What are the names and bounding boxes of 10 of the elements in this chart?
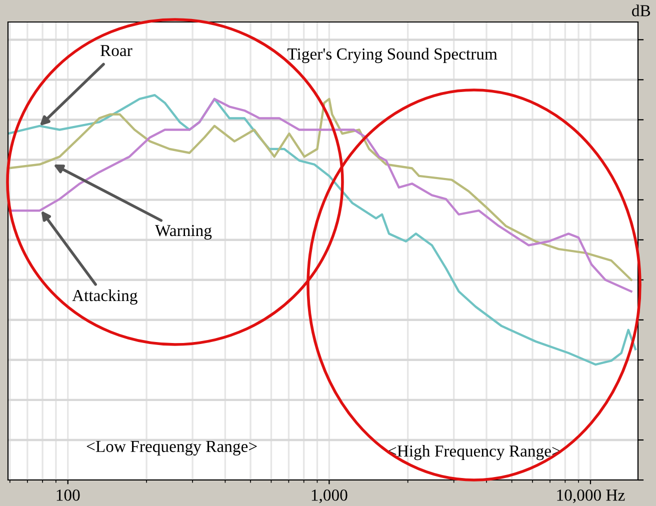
chart-title: Tiger's Crying Sound Spectrum <box>287 48 498 64</box>
annotation: Warning <box>155 224 212 240</box>
x-tick-label: 10,000 Hz <box>557 490 625 504</box>
annotation: <Low Frequengy Range> <box>86 440 257 456</box>
annotation: Attacking <box>72 289 138 305</box>
annotation: Roar <box>100 45 132 56</box>
y-axis-title: dB <box>632 4 650 16</box>
annotation: <High Frequency Range> <box>388 444 560 460</box>
x-tick-label: 1,000 <box>312 490 348 504</box>
x-tick-label: 100 <box>56 490 80 501</box>
